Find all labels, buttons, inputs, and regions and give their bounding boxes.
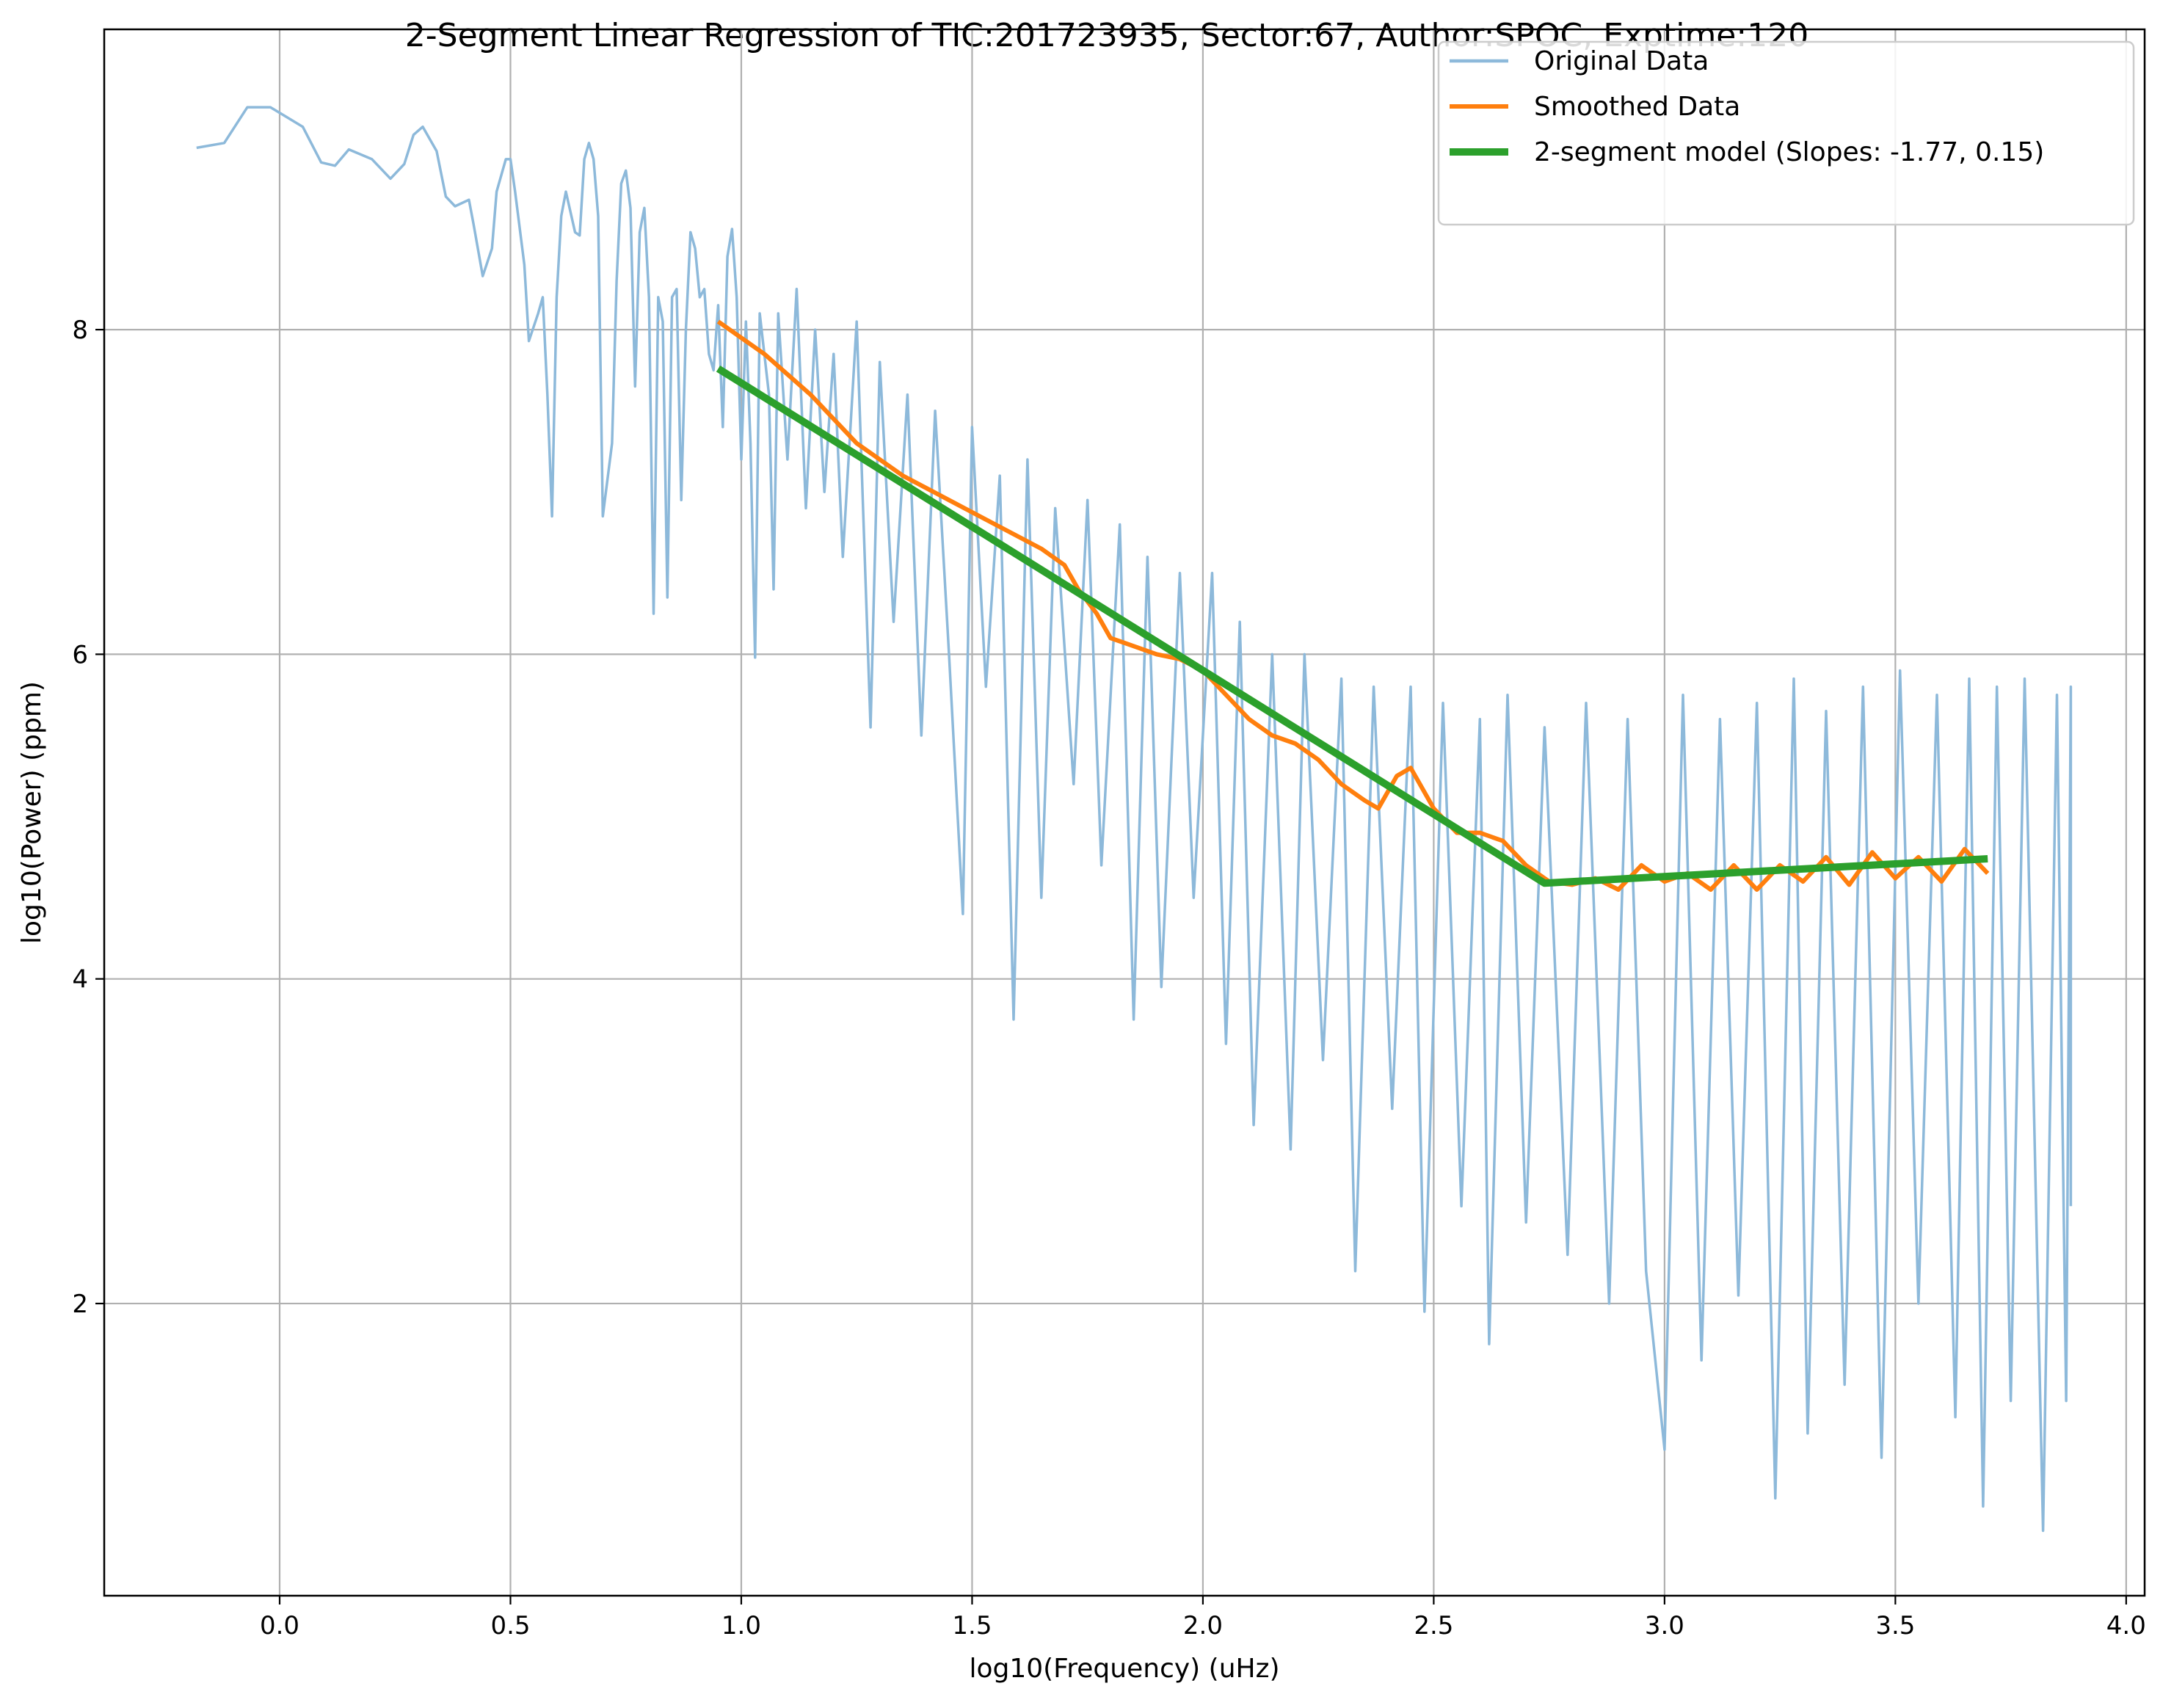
series-line-3	[716, 365, 1988, 887]
x-tick-label: 2.5	[1414, 1611, 1453, 1640]
x-axis-label: log10(Frequency) (uHz)	[969, 1654, 1279, 1684]
legend-label-3: 2-segment model (Slopes: -1.77, 0.15)	[1534, 137, 2044, 167]
y-tick-label: 6	[72, 640, 88, 669]
axis-ticks: 0.0 0.5 1.0 1.5 2.0 2.5 3.0 3.5 4.0 2 4 6 8	[72, 316, 2146, 1640]
series-line-2	[716, 319, 1990, 892]
x-tick-label: 3.0	[1645, 1611, 1684, 1640]
x-tick-label: 1.5	[952, 1611, 992, 1640]
plot-frame	[103, 28, 2146, 1597]
y-tick-label: 4	[72, 965, 88, 995]
y-axis-label: log10(Power) (ppm)	[17, 681, 47, 944]
y-tick-label: 2	[72, 1290, 88, 1319]
x-tick-label: 1.0	[721, 1611, 761, 1640]
series-line-1	[196, 106, 2073, 1533]
x-tick-label: 3.5	[1875, 1611, 1915, 1640]
x-tick-label: 0.0	[260, 1611, 299, 1640]
y-tick-label: 8	[72, 316, 88, 345]
legend-box	[1437, 40, 2135, 226]
x-tick-label: 0.5	[490, 1611, 530, 1640]
legend-label-1: Original Data	[1534, 46, 1709, 76]
x-tick-label: 2.0	[1183, 1611, 1223, 1640]
legend: Original Data Smoothed Data 2-segment mode…	[1437, 40, 2135, 226]
legend-label-2: Smoothed Data	[1534, 92, 1740, 122]
series-layer	[196, 106, 2073, 1533]
x-tick-label: 4.0	[2106, 1611, 2146, 1640]
